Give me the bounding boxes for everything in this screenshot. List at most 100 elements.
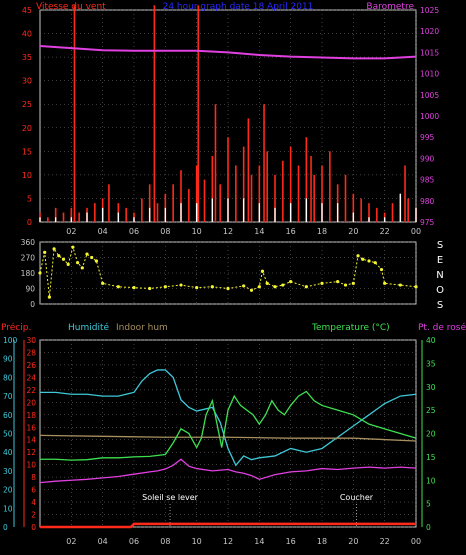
direction-y-tick: 270 (21, 254, 36, 263)
temp-y-tick: 40 (426, 336, 436, 345)
wind-x-tick: 16 (286, 227, 296, 236)
baro-y-tick: 1010 (420, 70, 439, 79)
direction-point (52, 247, 56, 251)
direction-compass-letter: S (437, 300, 443, 311)
humidity-y-tick: 40 (3, 448, 13, 457)
direction-y-tick: 180 (21, 269, 36, 278)
direction-compass-letter: E (437, 255, 443, 266)
daylight-annotation: Coucher (340, 493, 374, 502)
wind-y-tick: 0 (27, 218, 32, 227)
direction-point (289, 280, 293, 284)
temp-x-tick: 00 (411, 537, 421, 546)
temp-y-tick: 35 (426, 359, 436, 368)
baro-y-tick: 1025 (420, 6, 439, 15)
precip-y-tick: 20 (26, 398, 36, 407)
humidity-label: Humidité (68, 322, 109, 333)
humidity-y-tick: 90 (3, 355, 13, 364)
wind-x-tick: 06 (129, 227, 139, 236)
direction-point (398, 283, 402, 287)
wind-y-tick: 35 (22, 53, 32, 62)
wind-x-tick: 02 (66, 227, 76, 236)
wind-x-tick: 08 (160, 227, 170, 236)
indoor-hum-label: Indoor hum (116, 323, 168, 333)
baro-y-tick: 990 (420, 154, 435, 163)
direction-point (116, 285, 120, 289)
baro-y-tick: 980 (420, 197, 435, 206)
temp-x-tick: 12 (223, 537, 233, 546)
humidity-y-tick: 50 (3, 430, 13, 439)
wind-x-tick: 12 (223, 227, 233, 236)
precip-y-tick: 8 (31, 473, 36, 482)
precip-y-tick: 16 (26, 423, 36, 432)
direction-compass-letter: N (436, 270, 443, 281)
precip-y-tick: 2 (31, 511, 36, 520)
wind-y-tick: 20 (22, 124, 32, 133)
precip-y-tick: 6 (31, 486, 36, 495)
wind-x-tick: 04 (98, 227, 108, 236)
wind-y-tick: 5 (27, 194, 32, 203)
humidity-y-tick: 70 (3, 392, 13, 401)
precip-y-tick: 12 (26, 448, 36, 457)
direction-compass-letter: O (436, 285, 444, 296)
temperature-line (40, 390, 417, 461)
baro-y-tick: 1015 (420, 48, 439, 57)
temp-y-tick: 5 (426, 500, 431, 509)
direction-point (273, 285, 277, 289)
direction-compass-letter: S (437, 240, 443, 251)
temp-y-tick: 20 (426, 430, 436, 439)
temp-x-tick: 16 (286, 537, 296, 546)
temp-y-tick: 0 (426, 523, 431, 532)
humidity-y-tick: 0 (3, 523, 8, 532)
wind-y-tick: 30 (22, 77, 32, 86)
dewpoint-line (39, 458, 417, 484)
indoor-hum-line (39, 434, 417, 442)
precip-y-tick: 22 (26, 386, 36, 395)
precip-y-tick: 28 (26, 348, 36, 357)
precip-y-tick: 24 (26, 373, 36, 382)
direction-point (414, 285, 418, 289)
temp-x-tick: 08 (160, 537, 170, 546)
temp-x-tick: 14 (254, 537, 264, 546)
baro-y-tick: 1005 (420, 91, 439, 100)
precip-y-tick: 14 (26, 436, 36, 445)
graph-date-title: 24 hour graph date 18 April 2011 (163, 2, 314, 12)
precip-y-tick: 10 (26, 461, 36, 470)
precip-line (40, 522, 416, 529)
precip-y-tick: 18 (26, 411, 36, 420)
temp-y-tick: 25 (426, 406, 436, 415)
humidity-y-tick: 20 (3, 486, 13, 495)
temp-x-tick: 10 (192, 537, 202, 546)
temp-y-tick: 15 (426, 453, 436, 462)
baro-y-tick: 985 (420, 176, 435, 185)
humidity-y-tick: 60 (3, 411, 13, 420)
wind-y-tick: 15 (22, 147, 32, 156)
direction-point (66, 262, 70, 266)
wind-y-tick: 10 (22, 171, 32, 180)
temp-y-tick: 30 (426, 383, 436, 392)
baro-y-tick: 1000 (420, 112, 439, 121)
precip-label: Précip. (1, 322, 31, 333)
direction-point (47, 295, 52, 299)
temperature-label: Temperature (°C) (311, 323, 390, 333)
wind-x-tick: 10 (192, 227, 202, 236)
wind-x-tick: 22 (380, 227, 390, 236)
wind-x-tick: 00 (411, 227, 421, 236)
barometer-line (39, 45, 417, 60)
temp-x-tick: 20 (348, 537, 358, 546)
wind-axis-title: Vitesse du vent (36, 2, 106, 12)
humidity-y-tick: 80 (3, 373, 13, 382)
humidity-y-tick: 10 (3, 504, 13, 513)
humidity-line (40, 369, 417, 467)
temp-x-tick: 02 (66, 537, 76, 546)
daylight-annotation: Soleil se lever (142, 493, 199, 502)
direction-y-tick: 360 (21, 238, 36, 247)
wind-y-tick: 45 (22, 6, 32, 15)
dewpoint-label: Pt. de rosée (418, 322, 466, 333)
baro-y-tick: 975 (420, 218, 435, 227)
wind-x-tick: 18 (317, 227, 327, 236)
wind-x-tick: 14 (254, 227, 264, 236)
wind-y-tick: 25 (22, 100, 32, 109)
direction-trace (39, 245, 417, 298)
